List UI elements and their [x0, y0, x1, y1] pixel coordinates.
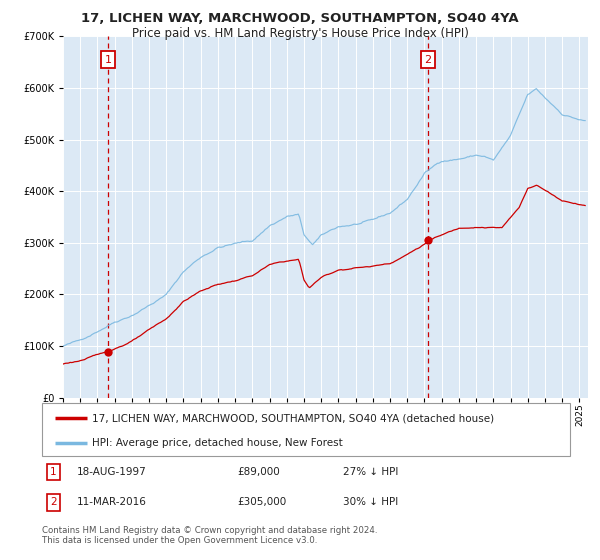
FancyBboxPatch shape — [42, 403, 570, 456]
Text: 1: 1 — [50, 467, 57, 477]
Text: 30% ↓ HPI: 30% ↓ HPI — [343, 497, 398, 507]
Text: 2: 2 — [424, 55, 431, 64]
Text: 18-AUG-1997: 18-AUG-1997 — [76, 467, 146, 477]
Text: 11-MAR-2016: 11-MAR-2016 — [76, 497, 146, 507]
Text: 17, LICHEN WAY, MARCHWOOD, SOUTHAMPTON, SO40 4YA: 17, LICHEN WAY, MARCHWOOD, SOUTHAMPTON, … — [81, 12, 519, 25]
Text: Price paid vs. HM Land Registry's House Price Index (HPI): Price paid vs. HM Land Registry's House … — [131, 27, 469, 40]
Text: HPI: Average price, detached house, New Forest: HPI: Average price, detached house, New … — [92, 438, 343, 448]
Text: 1: 1 — [105, 55, 112, 64]
Text: 27% ↓ HPI: 27% ↓ HPI — [343, 467, 398, 477]
Text: This data is licensed under the Open Government Licence v3.0.: This data is licensed under the Open Gov… — [42, 536, 317, 545]
Text: 17, LICHEN WAY, MARCHWOOD, SOUTHAMPTON, SO40 4YA (detached house): 17, LICHEN WAY, MARCHWOOD, SOUTHAMPTON, … — [92, 413, 494, 423]
Text: £89,000: £89,000 — [238, 467, 280, 477]
Text: Contains HM Land Registry data © Crown copyright and database right 2024.: Contains HM Land Registry data © Crown c… — [42, 526, 377, 535]
Text: 2: 2 — [50, 497, 57, 507]
Text: £305,000: £305,000 — [238, 497, 287, 507]
